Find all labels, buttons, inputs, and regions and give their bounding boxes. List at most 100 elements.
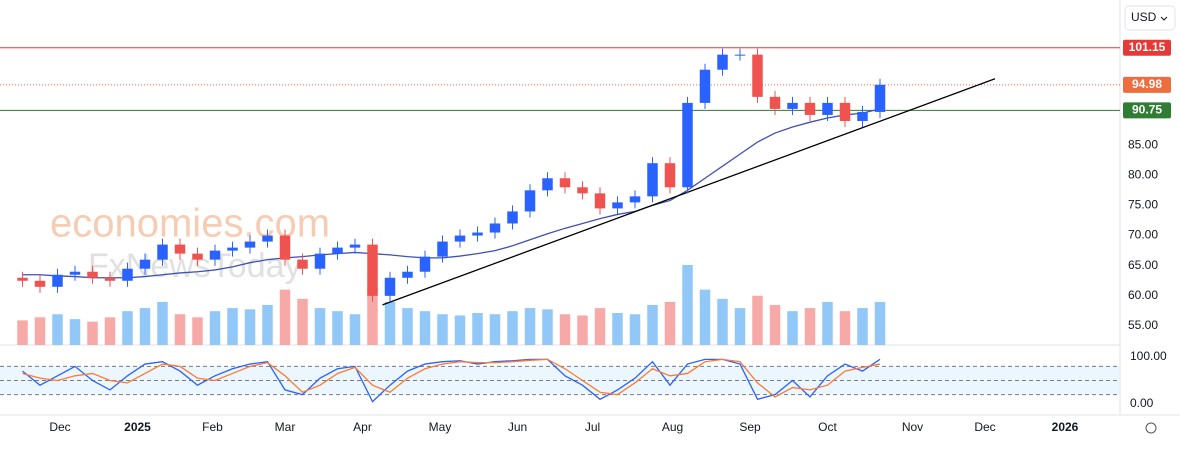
moving-average	[22, 108, 881, 279]
x-tick-label: Aug	[662, 420, 683, 434]
candle-body	[17, 277, 28, 281]
volume-bar	[577, 315, 588, 345]
candle-body	[384, 277, 396, 296]
volume-bar	[402, 308, 413, 345]
candle-body	[227, 247, 238, 251]
candle-body	[209, 250, 221, 260]
candle-body	[314, 253, 326, 269]
candle-body	[402, 271, 413, 278]
x-tick-label: Jul	[585, 420, 600, 434]
candle-body	[472, 232, 483, 236]
candle-body	[262, 235, 273, 242]
candle-body	[664, 163, 676, 188]
volume-bar	[227, 308, 238, 345]
volume-bar	[489, 314, 501, 345]
candle-body	[559, 178, 571, 188]
volume-bar	[209, 311, 221, 345]
currency-button[interactable]: USD	[1124, 5, 1176, 31]
volume-bar	[734, 308, 746, 345]
volume-bar	[69, 319, 81, 345]
volume-bar	[349, 314, 361, 345]
candle-body	[717, 54, 728, 70]
candle-body	[804, 102, 816, 115]
y-tick-label: 75.00	[1128, 198, 1158, 212]
volume-bar	[192, 317, 203, 345]
candle-body	[857, 111, 868, 121]
x-tick-label: Apr	[353, 420, 372, 434]
candle-body	[437, 241, 448, 257]
candle-body	[752, 54, 763, 97]
volume-bar	[664, 301, 676, 345]
volume-bar	[34, 317, 46, 345]
volume-bar	[104, 317, 116, 345]
volume-bar	[332, 311, 343, 345]
price-level-label: 94.98	[1132, 77, 1162, 91]
candle-body	[787, 102, 798, 109]
volume-bar	[454, 315, 466, 345]
volume-bar	[542, 309, 553, 345]
volume-bar	[174, 314, 186, 345]
volume-bar	[384, 301, 396, 345]
chevron	[1160, 16, 1168, 21]
y-tick-label: 85.00	[1128, 137, 1158, 151]
y-tick-label: 80.00	[1128, 167, 1158, 181]
candle-body	[139, 259, 151, 269]
volume-bar	[262, 305, 273, 345]
candle-body	[174, 244, 186, 254]
x-tick-label: 2025	[124, 420, 151, 434]
volume-bar	[524, 308, 536, 345]
y-tick-label: 65.00	[1128, 258, 1158, 272]
candle-body	[122, 268, 133, 281]
candle-body	[612, 202, 623, 209]
stoch-d	[22, 358, 881, 398]
candle-body	[647, 163, 658, 197]
volume-bar	[612, 313, 623, 345]
volume-bar	[717, 298, 728, 345]
x-tick-label: Feb	[202, 420, 223, 434]
volume-bar	[682, 265, 693, 345]
candle-body	[332, 247, 343, 254]
volume-bar	[629, 314, 641, 345]
candle-body	[734, 54, 746, 56]
volume-bar	[822, 301, 833, 345]
volume-bar	[787, 311, 798, 345]
stoch-tick-label: 0.00	[1130, 396, 1154, 410]
volume-bar	[874, 301, 886, 345]
price-level-badge	[1123, 39, 1171, 56]
volume-bar	[419, 311, 431, 345]
volume-bar	[507, 311, 518, 345]
candle-body	[244, 241, 256, 248]
candle-body	[524, 190, 536, 212]
price-level-label: 101.15	[1129, 40, 1166, 54]
candle-body	[769, 96, 781, 109]
x-tick-label: Dec	[49, 420, 70, 434]
volume-bar	[17, 320, 28, 345]
candle-body	[542, 178, 553, 191]
candle-body	[349, 244, 361, 248]
volume-bar	[437, 314, 448, 345]
volume-bar	[472, 313, 483, 345]
candle-body	[87, 271, 98, 278]
volume-bar	[804, 308, 816, 345]
y-tick-label: 60.00	[1128, 288, 1158, 302]
volume-bar	[314, 308, 326, 345]
candle-body	[507, 211, 518, 224]
candle-body	[577, 187, 588, 194]
volume-bar	[297, 298, 308, 345]
x-tick-label: Nov	[902, 420, 923, 434]
volume-bar	[594, 308, 606, 345]
x-tick-label: May	[429, 420, 452, 434]
volume-bar	[244, 309, 256, 345]
currency-box[interactable]	[1124, 5, 1176, 31]
x-tick-label: Oct	[818, 420, 837, 434]
currency-label[interactable]: USD	[1131, 10, 1157, 24]
candle-body	[367, 244, 378, 296]
watermark: FxNewsToday	[88, 247, 302, 285]
settings-icon[interactable]	[1145, 422, 1157, 434]
volume-bar	[857, 308, 868, 345]
candle-body	[839, 102, 851, 121]
volume-bar	[279, 289, 291, 345]
x-tick-label: 2026	[1052, 420, 1079, 434]
candle-body	[279, 235, 291, 260]
